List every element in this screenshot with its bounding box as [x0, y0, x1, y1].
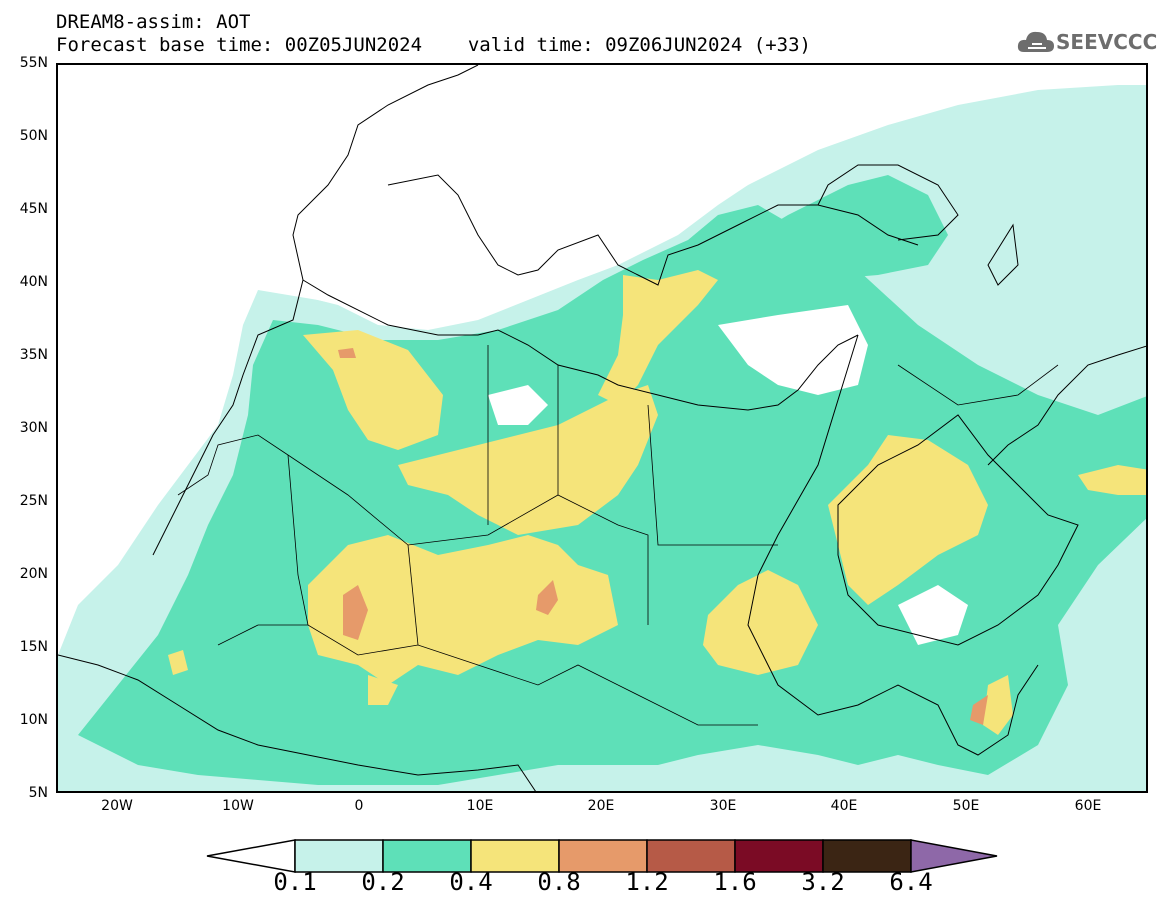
colorbar	[206, 839, 998, 873]
lat-tick-20n: 20N	[19, 566, 48, 582]
aot-field-0.8	[338, 348, 988, 725]
base-time-label: Forecast base time: 00Z05JUN2024	[56, 34, 423, 56]
lat-tick-25n: 25N	[19, 493, 48, 509]
lon-tick-0: 0	[354, 798, 364, 814]
colorbar-label: 0.1	[273, 868, 317, 896]
lat-tick-40n: 40N	[19, 274, 48, 290]
map-title: DREAM8-assim: AOT	[56, 11, 251, 33]
colorbar-label: 0.8	[537, 868, 581, 896]
country-borders	[177, 345, 1059, 726]
lat-tick-30n: 30N	[19, 420, 48, 436]
colorbar-label: 3.2	[801, 868, 845, 896]
lon-tick-10e: 10E	[466, 798, 494, 814]
colorbar-label: 0.2	[361, 868, 405, 896]
clear-area	[238, 65, 1146, 645]
cloud-icon	[1017, 31, 1054, 52]
aot-field-0.4	[168, 270, 1146, 735]
valid-time-label: valid time: 09Z06JUN2024 (+33)	[467, 34, 811, 56]
colorbar-label: 1.6	[713, 868, 757, 896]
lon-tick-60e: 60E	[1074, 798, 1102, 814]
lon-tick-50e: 50E	[952, 798, 980, 814]
seevccc-logo	[1016, 24, 1156, 60]
colorbar-box-1.6	[734, 839, 824, 873]
forecast-time-line: Forecast base time: 00Z05JUN2024 valid t…	[56, 35, 811, 55]
lon-tick-40e: 40E	[830, 798, 858, 814]
aot-forecast-map	[56, 63, 1148, 793]
colorbar-over-arrow	[910, 839, 998, 873]
colorbar-box-3.2	[822, 839, 912, 873]
lat-tick-55n: 55N	[19, 55, 48, 71]
colorbar-label: 1.2	[625, 868, 669, 896]
lat-tick-35n: 35N	[19, 347, 48, 363]
colorbar-box-0.2	[382, 839, 472, 873]
map-canvas	[58, 65, 1146, 791]
lon-tick-10w: 10W	[222, 798, 254, 814]
colorbar-label: 6.4	[889, 868, 933, 896]
coastlines	[58, 65, 1146, 791]
colorbar-box-0.1	[294, 839, 384, 873]
lon-tick-20e: 20E	[587, 798, 615, 814]
lat-tick-10n: 10N	[19, 712, 48, 728]
lat-tick-45n: 45N	[19, 201, 48, 217]
lat-tick-15n: 15N	[19, 639, 48, 655]
lon-tick-30e: 30E	[709, 798, 737, 814]
logo-text: SEEVCCC	[1056, 30, 1158, 54]
lon-tick-20w: 20W	[101, 798, 133, 814]
lat-tick-50n: 50N	[19, 128, 48, 144]
colorbar-label: 0.4	[449, 868, 493, 896]
lat-tick-5n: 5N	[28, 785, 48, 801]
